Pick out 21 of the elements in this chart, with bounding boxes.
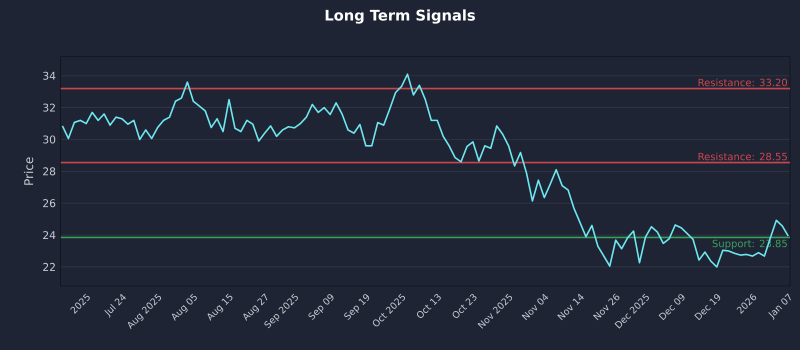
y-tick-label: 30 bbox=[43, 135, 56, 144]
line-series bbox=[62, 73, 790, 268]
chart-title: Long Term Signals bbox=[326, 9, 475, 24]
x-tick-label: Oct 23 bbox=[452, 294, 476, 318]
y-tick-label: 32 bbox=[43, 104, 55, 112]
ref-line-label: Resistance: 28.55 bbox=[698, 152, 787, 160]
ref-line-label: Resistance: 33.20 bbox=[698, 78, 788, 86]
y-axis-title: Price bbox=[24, 157, 34, 185]
x-tick-label: Dec 19 bbox=[694, 294, 720, 320]
y-tick-label: 34 bbox=[43, 72, 56, 80]
y-tick-label: 26 bbox=[43, 199, 56, 208]
x-tick-label: Oct 13 bbox=[417, 294, 441, 318]
y-tick-label: 24 bbox=[43, 231, 56, 239]
y-tick-label: 28 bbox=[43, 167, 56, 176]
x-tick-label: Sep 09 bbox=[308, 294, 334, 320]
x-tick-label: Sep 19 bbox=[344, 294, 370, 320]
y-tick-label: 22 bbox=[43, 262, 55, 271]
x-tick-label: Jul 24 bbox=[104, 294, 126, 318]
x-tick-label: Dec 09 bbox=[658, 294, 684, 320]
x-tick-label: Nov 04 bbox=[522, 294, 548, 320]
x-tick-label: Jan 07 bbox=[768, 293, 791, 320]
